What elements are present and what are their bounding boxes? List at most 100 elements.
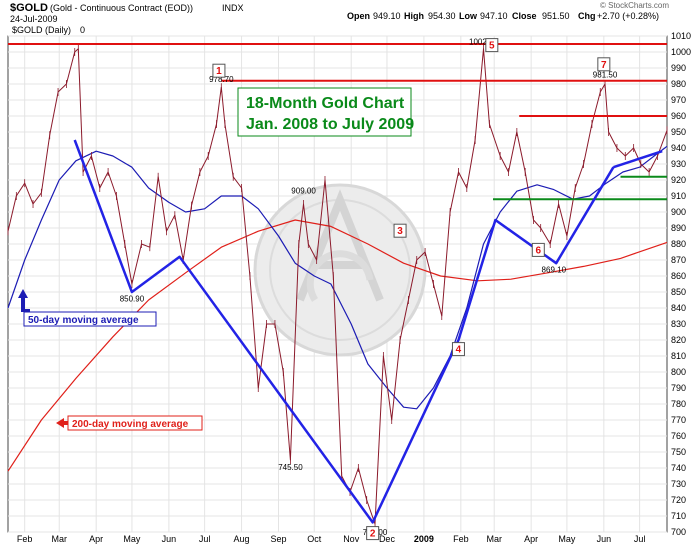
series-last: 0 xyxy=(80,25,85,35)
x-axis: Feb Mar Apr May Jun Jul Aug Sep Oct Nov Dec 2009 Feb… xyxy=(17,534,645,544)
data-label: 745.50 xyxy=(278,463,303,472)
price-line xyxy=(7,48,668,525)
legend-ma200: 200-day moving average xyxy=(56,415,203,431)
marker-box xyxy=(485,38,499,53)
x-tick-label: Jul xyxy=(199,534,211,544)
marker-box xyxy=(597,57,611,72)
ma200-series xyxy=(7,219,668,472)
marker-number: 3 xyxy=(397,226,403,237)
x-tick-label: Apr xyxy=(524,534,538,544)
y-tick-label: 940 xyxy=(671,143,686,153)
y-tick-label: 710 xyxy=(671,511,686,521)
data-label: 850.90 xyxy=(120,295,145,304)
y-tick-label: 870 xyxy=(671,255,686,265)
ma200-line xyxy=(7,219,668,472)
x-tick-label: Mar xyxy=(51,534,67,544)
y-tick-label: 920 xyxy=(671,175,686,185)
low-value: 947.10 xyxy=(480,11,508,21)
agc-watermark-logo xyxy=(253,183,427,357)
y-tick-label: 810 xyxy=(671,351,686,361)
x-tick-label: Jul xyxy=(634,534,646,544)
numbered-markers: 1 2 3 4 5 6 7 xyxy=(212,38,611,541)
y-tick-label: 970 xyxy=(671,95,686,105)
low-label: Low xyxy=(459,11,478,21)
y-tick-label: 770 xyxy=(671,415,686,425)
y-tick-label: 700 xyxy=(671,527,686,537)
y-tick-label: 890 xyxy=(671,223,686,233)
x-tick-label: Sep xyxy=(271,534,287,544)
trendline xyxy=(73,139,615,524)
x-tick-label: Feb xyxy=(17,534,33,544)
ma50-line xyxy=(7,145,668,410)
close-label: Close xyxy=(512,11,537,21)
y-tick-label: 900 xyxy=(671,207,686,217)
watermark-stockcharts: © StockCharts.com xyxy=(600,1,669,10)
marker-number: 6 xyxy=(536,245,542,256)
y-tick-label: 750 xyxy=(671,447,686,457)
data-label: 981.50 xyxy=(593,71,618,80)
legend-ma200-label: 200-day moving average xyxy=(72,419,189,430)
y-tick-label: 880 xyxy=(671,239,686,249)
y-tick-label: 930 xyxy=(671,159,686,169)
ma50-series xyxy=(7,145,668,410)
y-tick-label: 800 xyxy=(671,367,686,377)
x-tick-label: Feb xyxy=(453,534,469,544)
x-tick-label: Mar xyxy=(486,534,502,544)
marker-box xyxy=(366,526,380,541)
chart-title-line1: 18-Month Gold Chart xyxy=(246,95,405,112)
marker-number: 7 xyxy=(601,60,607,71)
data-label: 909.00 xyxy=(291,187,316,196)
y-tick-label: 830 xyxy=(671,319,686,329)
marker-number: 4 xyxy=(456,345,462,356)
chart-title-line2: Jan. 2008 to July 2009 xyxy=(246,116,414,133)
trendlines xyxy=(73,139,663,524)
y-tick-label: 1010 xyxy=(671,31,691,41)
y-tick-label: 860 xyxy=(671,271,686,281)
y-tick-label: 820 xyxy=(671,335,686,345)
chart-symbol: $GOLD xyxy=(10,2,48,14)
chart-title: 18-Month Gold Chart Jan. 2008 to July 20… xyxy=(237,87,414,137)
marker-number: 1 xyxy=(216,66,222,77)
high-label: High xyxy=(404,11,424,21)
data-label: 1002.20 xyxy=(469,37,498,46)
x-tick-label: 2009 xyxy=(414,534,434,544)
chg-value: +2.70 (+0.28%) xyxy=(597,11,659,21)
y-tick-label: 980 xyxy=(671,79,686,89)
marker-box xyxy=(212,63,226,78)
chart-description: (Gold - Continuous Contract (EOD)) xyxy=(50,3,193,13)
data-label: 978.70 xyxy=(209,75,234,84)
data-label: 869.10 xyxy=(542,265,567,274)
open-label: Open xyxy=(347,11,370,21)
ohlc-readout: Open 949.10 High 954.30 Low 947.10 Close… xyxy=(347,11,659,21)
legend-ma50-label: 50-day moving average xyxy=(28,315,139,326)
marker-box xyxy=(531,242,545,257)
x-tick-label: Oct xyxy=(307,534,322,544)
y-tick-label: 910 xyxy=(671,191,686,201)
trendline xyxy=(613,150,663,169)
horizontal-levels xyxy=(8,43,667,201)
y-tick-label: 850 xyxy=(671,287,686,297)
y-tick-label: 790 xyxy=(671,383,686,393)
chart-exchange: INDX xyxy=(222,3,244,13)
y-tick-label: 990 xyxy=(671,63,686,73)
legend-ma50: 50-day moving average xyxy=(18,289,157,327)
marker-number: 2 xyxy=(370,529,376,540)
x-tick-label: Aug xyxy=(234,534,250,544)
chg-label: Chg xyxy=(578,11,596,21)
marker-number: 5 xyxy=(489,41,495,52)
y-tick-label: 780 xyxy=(671,399,686,409)
high-value: 954.30 xyxy=(428,11,456,21)
x-tick-label: Dec xyxy=(379,534,396,544)
open-value: 949.10 xyxy=(373,11,401,21)
y-tick-label: 760 xyxy=(671,431,686,441)
x-tick-label: May xyxy=(123,534,141,544)
chart-date: 24-Jul-2009 xyxy=(10,14,58,24)
x-tick-label: Jun xyxy=(597,534,612,544)
x-tick-label: Nov xyxy=(343,534,360,544)
y-tick-label: 840 xyxy=(671,303,686,313)
marker-box xyxy=(451,342,465,357)
marker-box xyxy=(393,223,407,238)
x-tick-label: May xyxy=(558,534,576,544)
y-tick-label: 730 xyxy=(671,479,686,489)
